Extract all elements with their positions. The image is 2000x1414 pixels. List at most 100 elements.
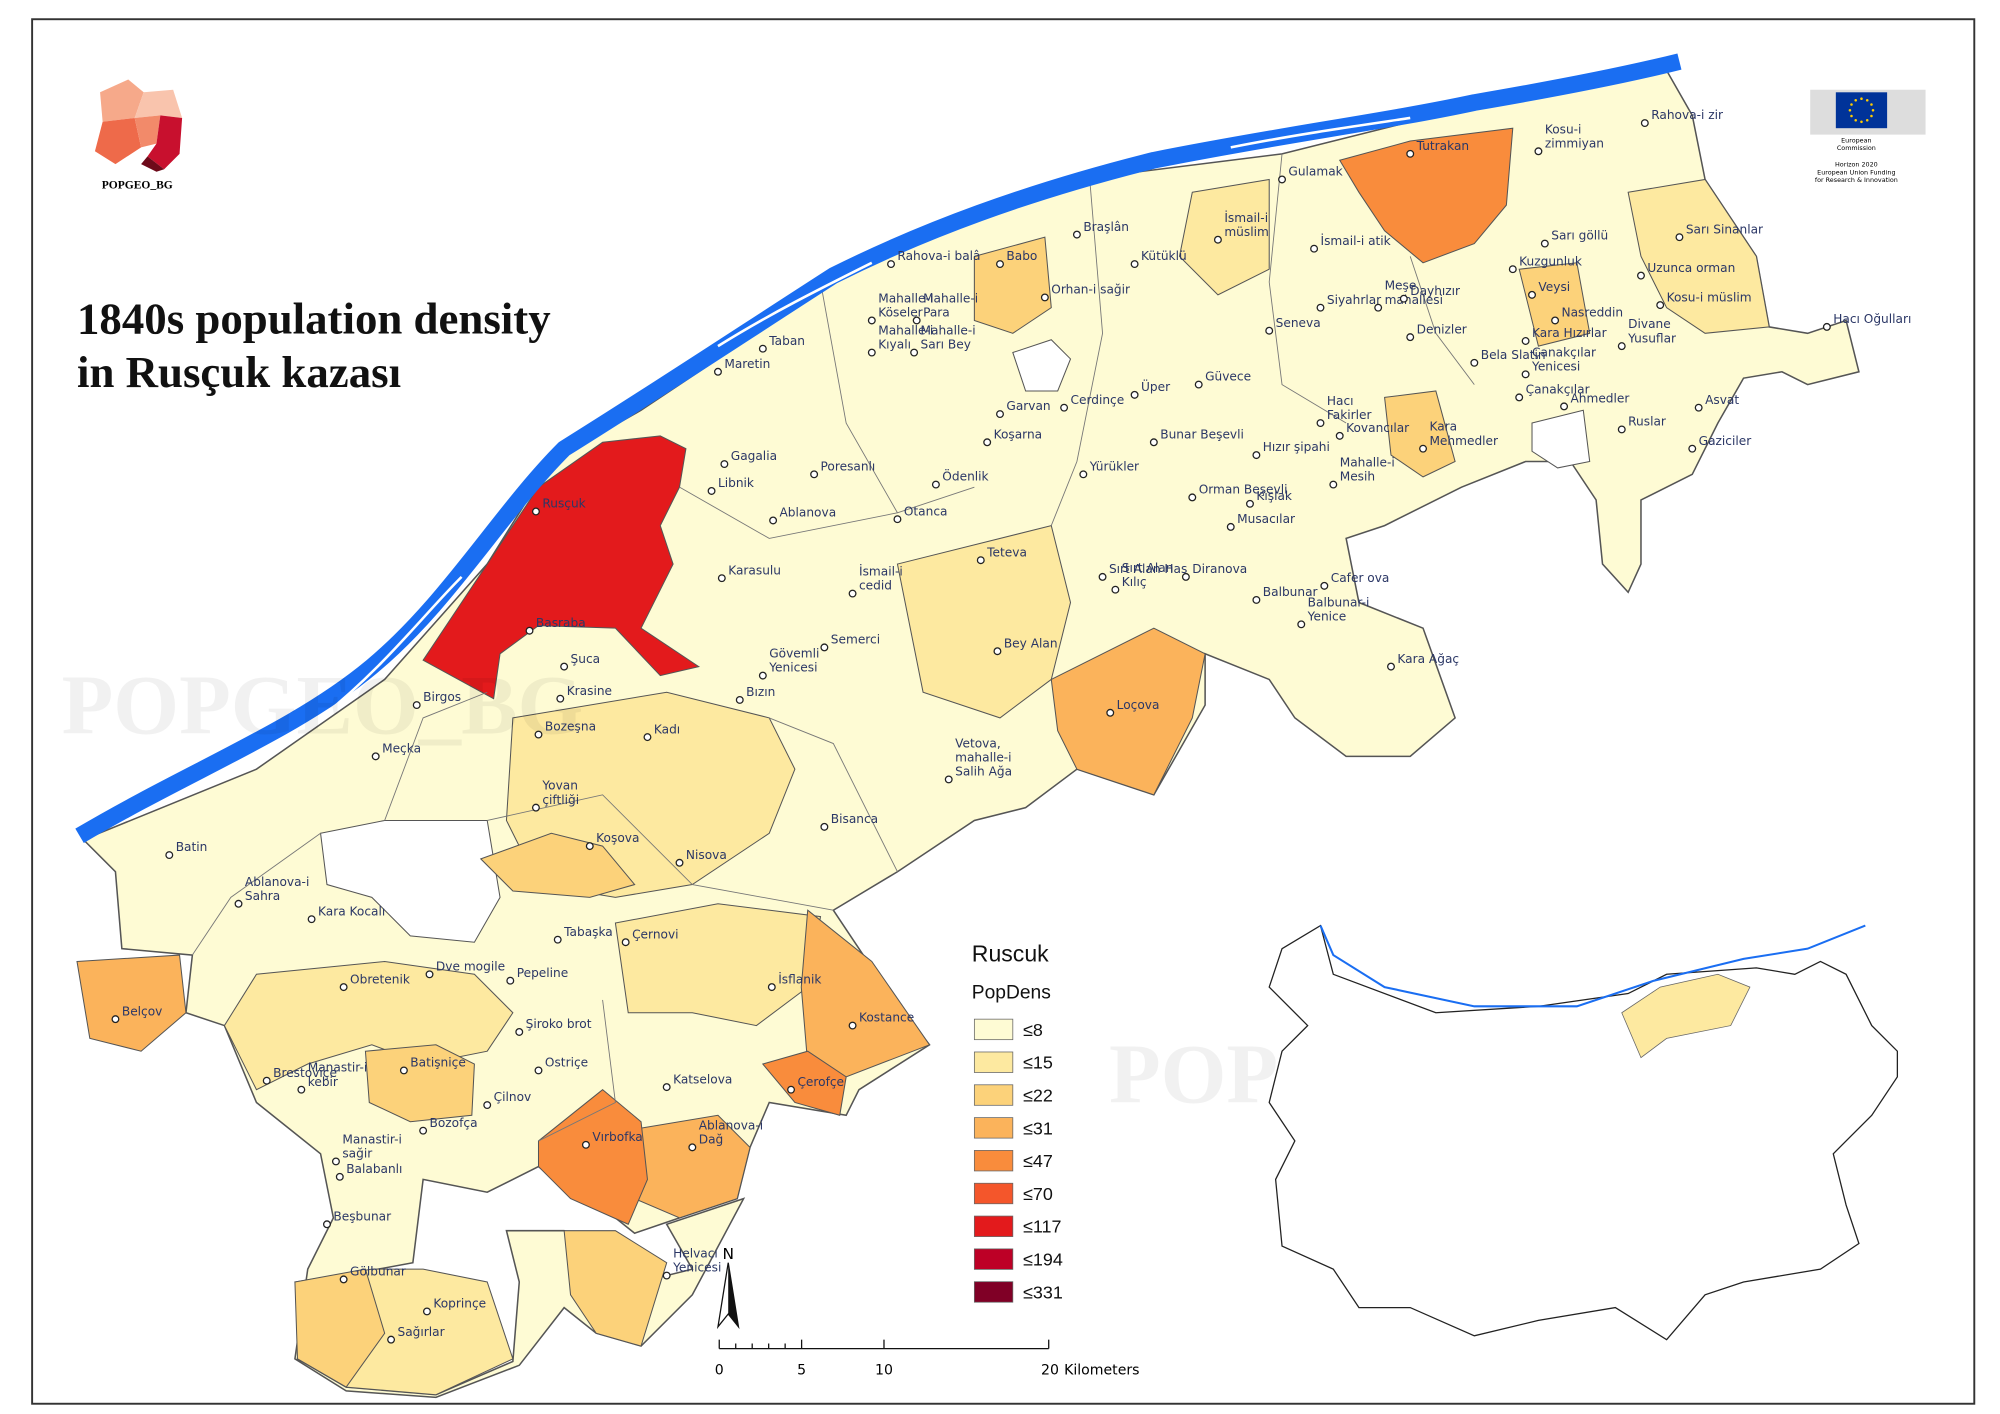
river: [75, 53, 1682, 844]
region: [76, 954, 187, 1052]
eu-star: [1848, 108, 1852, 112]
region: [973, 236, 1052, 334]
place-dot: [1320, 581, 1329, 590]
place-label: Sağırlar: [397, 1325, 444, 1339]
place-dot: [1675, 233, 1684, 242]
place-dot: [848, 589, 857, 598]
place-dot: [553, 935, 562, 944]
place-label: Yürükler: [1089, 459, 1139, 473]
place-label: Otanca: [904, 504, 948, 518]
boundary: [1268, 153, 1347, 424]
place-label: Sarı göllü: [1551, 229, 1608, 243]
eu-star: [1860, 97, 1863, 100]
place-label: Kadı: [654, 722, 680, 736]
place-dot: [1297, 620, 1306, 629]
place-dot: [483, 1101, 492, 1110]
place-label: Koprinçe: [433, 1297, 486, 1311]
territory: [75, 53, 1860, 1399]
place-dot: [1640, 119, 1649, 128]
place-label: Meçka: [382, 742, 421, 756]
place-label: Sarı Bey: [921, 338, 971, 352]
legend-swatch: [973, 1117, 1014, 1139]
place-label: Bozofça: [430, 1116, 478, 1130]
region: [1518, 262, 1591, 347]
logo-shape: [100, 79, 144, 122]
place-label: Sarı Sinanlar: [1686, 222, 1763, 236]
place-label: Dayhızır: [1410, 284, 1460, 298]
place-label: Kara: [1429, 420, 1457, 434]
place-dot: [1540, 239, 1549, 248]
place-label: Şuca: [571, 652, 601, 666]
logo-shape: [134, 89, 183, 118]
funding-text: Horizon 2020: [1835, 161, 1878, 169]
place-label: Ödenlik: [942, 468, 988, 484]
place-label: kebir: [308, 1075, 338, 1089]
place-dot: [1515, 393, 1524, 402]
place-dot: [910, 348, 919, 357]
place-label: Sırt Alan Has: [1109, 562, 1187, 576]
place-dot: [1098, 572, 1107, 581]
place-dot: [1521, 337, 1530, 345]
place-dot: [1188, 493, 1197, 502]
place-label: Loçova: [1117, 698, 1160, 712]
place-dot: [758, 671, 767, 680]
region: [1338, 127, 1514, 264]
place-label: Tutrakan: [1416, 139, 1469, 153]
place-dot: [1656, 301, 1665, 310]
place-label: Kosu-i: [1545, 122, 1582, 136]
legend-swatch: [973, 1248, 1014, 1270]
place-dot: [767, 983, 776, 992]
river-island: [319, 116, 1411, 719]
place-dot: [531, 803, 540, 812]
place-label: Babo: [1006, 249, 1037, 263]
place-dot: [976, 556, 985, 565]
place-label: Brestoviçe: [273, 1066, 337, 1080]
region: [614, 903, 822, 1027]
place-dot: [1508, 265, 1517, 274]
scale-unit: Kilometers: [1064, 1362, 1139, 1378]
funding-text: European: [1841, 136, 1871, 144]
place-label: çiftliği: [542, 793, 579, 807]
place-dot: [713, 367, 722, 376]
boundary: [820, 281, 898, 514]
place-label: Koşarna: [994, 427, 1043, 441]
place-label: Cafer ova: [1331, 571, 1390, 585]
place-label: Vırbofka: [592, 1130, 642, 1144]
place-dot: [371, 752, 380, 761]
legend-label: ≤47: [1023, 1151, 1053, 1171]
legend-swatch: [973, 1281, 1014, 1303]
place-dot: [1252, 595, 1261, 604]
legend-label: ≤8: [1023, 1020, 1043, 1040]
legend-label: ≤15: [1023, 1053, 1053, 1073]
place-dot: [322, 1220, 331, 1229]
boundary: [679, 486, 975, 539]
place-dot: [1399, 294, 1408, 303]
boundary: [1050, 179, 1104, 526]
eu-stars: [1848, 97, 1875, 124]
place-label: Yusuflar: [1627, 331, 1676, 345]
place-label: Gagalia: [731, 449, 777, 463]
place-label: Ostriçe: [545, 1056, 588, 1070]
place-dot: [1329, 480, 1338, 489]
place-label: Dve mogile: [436, 959, 505, 973]
place-dot: [506, 976, 515, 985]
place-label: Batişniçe: [410, 1056, 466, 1070]
place-label: mahalle-i: [955, 750, 1011, 764]
place-label: Basraba: [536, 616, 586, 630]
place-dot: [931, 480, 940, 489]
place-label: Çanakçılar: [1532, 345, 1596, 359]
legend-swatch: [973, 1182, 1014, 1205]
place-dot: [1374, 303, 1383, 312]
place-label: Orhan-i sağir: [1051, 283, 1130, 297]
place-dot: [422, 1307, 431, 1316]
place-label: Libnik: [718, 476, 754, 490]
place-label: Yenicesi: [672, 1261, 721, 1275]
place-label: Fakirler: [1327, 408, 1372, 422]
place-label: Krasine: [567, 684, 612, 698]
region: [294, 1268, 386, 1388]
place-dot: [944, 775, 953, 784]
place-label: Kütüklü: [1141, 249, 1187, 263]
place-dot: [1316, 419, 1325, 428]
eu-star: [1850, 103, 1853, 106]
